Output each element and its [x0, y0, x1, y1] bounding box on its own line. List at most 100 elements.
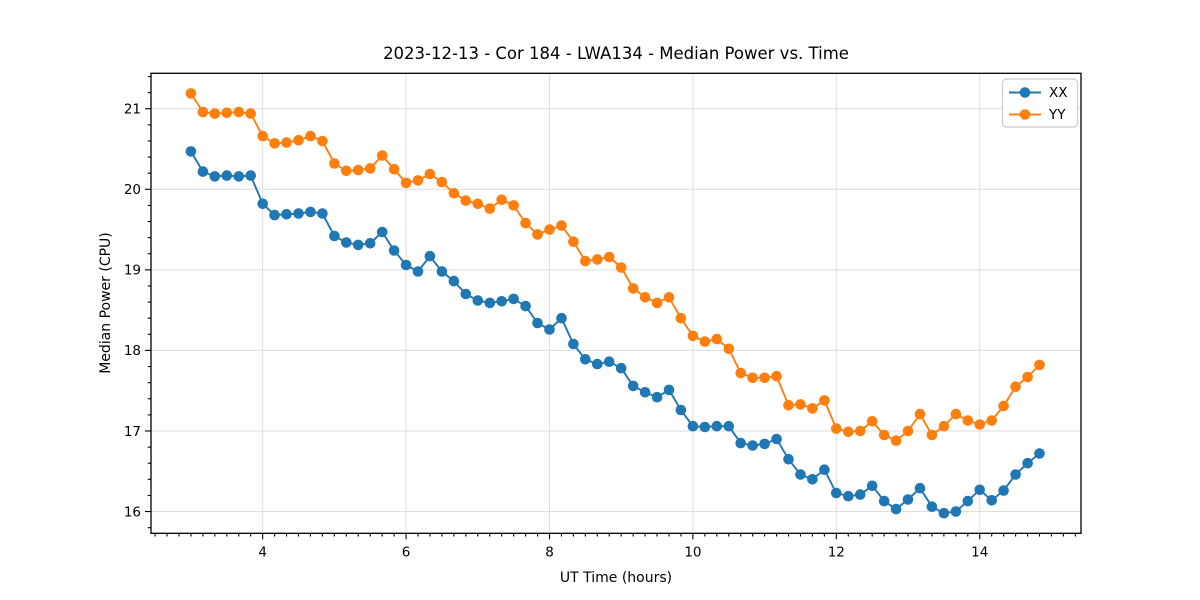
data-point	[269, 138, 280, 149]
data-point	[329, 230, 340, 242]
data-point	[532, 317, 543, 329]
data-point	[914, 408, 926, 420]
data-point	[938, 420, 950, 432]
data-point	[520, 300, 531, 312]
data-point	[580, 354, 591, 365]
data-point	[185, 88, 197, 99]
legend-marker-xx-icon	[1019, 87, 1031, 98]
data-point	[699, 336, 711, 347]
data-point	[472, 198, 484, 210]
data-point	[508, 293, 519, 305]
data-point	[257, 198, 269, 210]
data-point	[580, 255, 591, 267]
data-point	[185, 146, 197, 157]
data-point	[233, 106, 245, 118]
data-point	[831, 423, 842, 434]
data-point	[281, 137, 292, 148]
y-tick-label: 19	[124, 263, 141, 279]
data-point	[472, 295, 484, 306]
data-point	[699, 421, 711, 433]
data-point	[197, 166, 209, 177]
data-point	[436, 176, 448, 188]
data-point	[986, 495, 997, 506]
data-point	[388, 245, 400, 256]
data-point	[1022, 371, 1033, 383]
data-point	[424, 250, 436, 262]
data-point	[352, 239, 364, 251]
data-point	[317, 208, 328, 219]
legend-label-yy: YY	[1048, 107, 1066, 123]
legend-label-xx: XX	[1049, 85, 1068, 101]
data-point	[329, 158, 340, 169]
data-point	[950, 408, 962, 420]
plot-frame	[150, 72, 1082, 534]
data-point	[723, 420, 735, 432]
data-point	[890, 503, 902, 515]
data-point	[795, 469, 806, 480]
data-point	[998, 400, 1009, 412]
data-point	[305, 130, 316, 142]
data-point	[245, 108, 256, 119]
data-point	[1034, 448, 1045, 459]
data-point	[603, 251, 615, 263]
x-tick-label: 6	[402, 544, 411, 560]
data-point	[592, 254, 603, 265]
data-point	[926, 429, 938, 441]
y-tick-label: 17	[124, 424, 141, 440]
data-point	[974, 419, 985, 430]
data-point	[675, 312, 687, 324]
data-point	[831, 487, 842, 499]
data-point	[627, 283, 639, 294]
data-point	[448, 275, 460, 287]
data-point	[221, 170, 233, 181]
data-point	[962, 495, 974, 507]
series-yy	[185, 88, 1045, 447]
data-point	[305, 206, 316, 218]
data-point	[615, 262, 627, 273]
data-point	[341, 165, 352, 177]
data-point	[819, 464, 830, 476]
data-point	[424, 168, 436, 180]
data-point	[771, 433, 782, 445]
data-point	[603, 356, 615, 368]
data-point	[950, 506, 962, 517]
data-point	[412, 266, 424, 277]
data-point	[1010, 381, 1021, 393]
data-point	[651, 297, 663, 309]
data-point	[496, 296, 508, 307]
data-point	[197, 106, 209, 118]
data-point	[663, 384, 675, 396]
data-point	[233, 171, 245, 182]
data-point	[364, 163, 376, 174]
data-point	[843, 426, 854, 438]
data-point	[293, 208, 304, 219]
data-point	[615, 362, 627, 374]
data-point	[902, 494, 914, 505]
data-point	[854, 425, 866, 437]
data-point	[878, 429, 890, 441]
data-point	[245, 170, 256, 181]
data-point	[460, 288, 472, 300]
data-point	[388, 163, 400, 175]
data-point	[364, 238, 376, 249]
legend-marker-yy-icon	[1019, 109, 1031, 120]
data-point	[376, 226, 388, 238]
data-point	[687, 330, 699, 342]
data-point	[592, 358, 603, 370]
data-point	[352, 164, 364, 176]
data-point	[866, 416, 878, 427]
series-line-xx	[189, 150, 1041, 515]
y-tick-label: 21	[124, 102, 141, 118]
data-point	[556, 312, 567, 324]
data-point	[209, 108, 221, 119]
x-tick-label: 8	[545, 544, 554, 560]
data-point	[496, 194, 508, 206]
data-point	[639, 292, 651, 303]
y-tick-label: 18	[124, 343, 141, 359]
data-point	[400, 259, 412, 271]
data-point	[484, 203, 496, 214]
tick-labels: 4 6 8 10 12 14 16 17 18 19 20 21	[124, 102, 989, 561]
data-point	[795, 399, 806, 410]
x-tick-label: 4	[258, 544, 267, 560]
